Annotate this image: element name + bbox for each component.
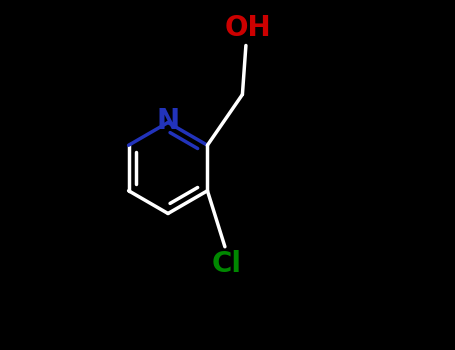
Text: Cl: Cl [212,250,242,278]
Text: N: N [157,107,180,135]
Text: OH: OH [224,14,271,42]
